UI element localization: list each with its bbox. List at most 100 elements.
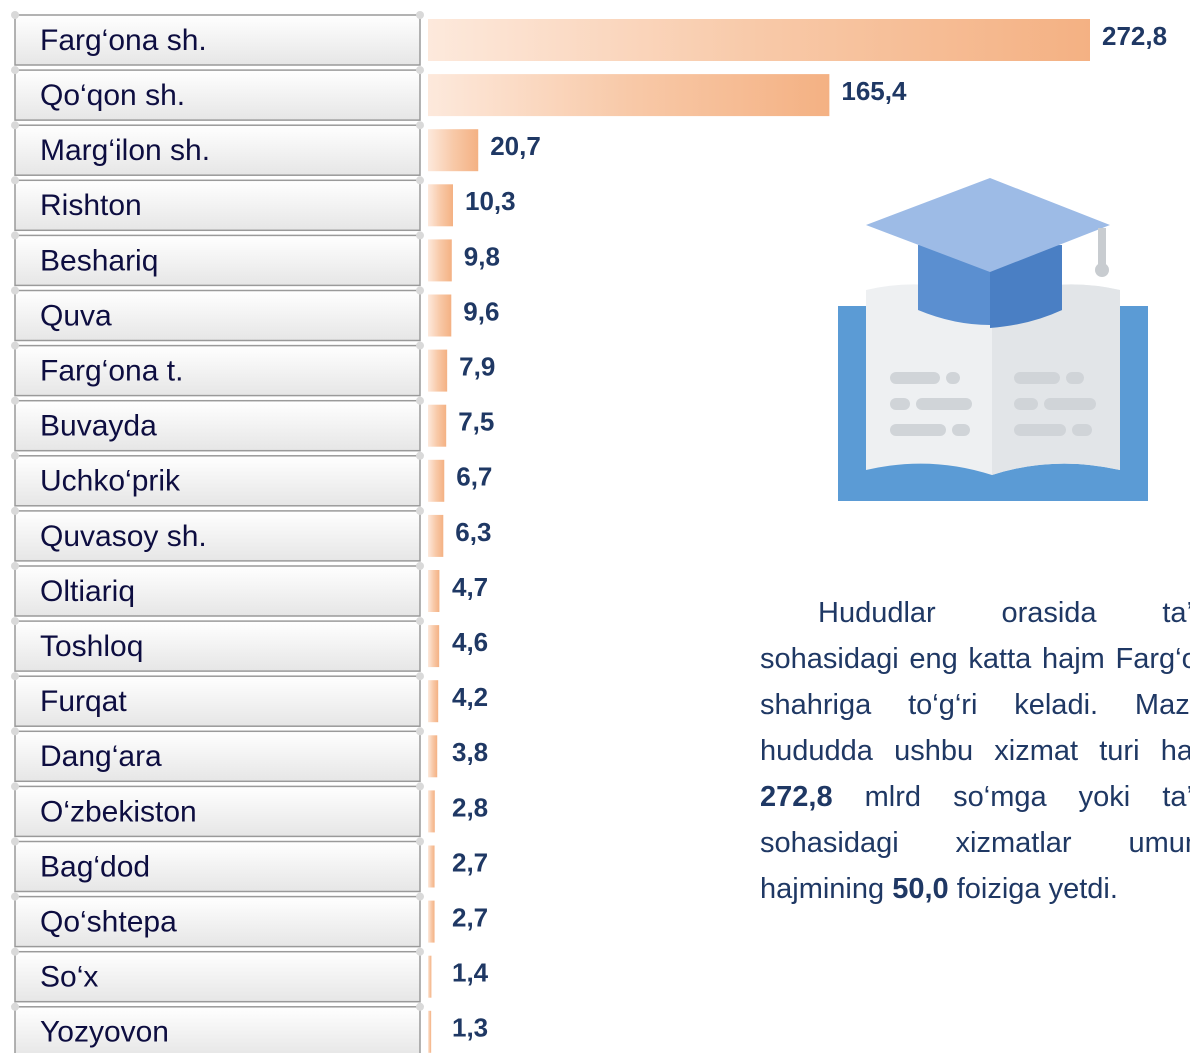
label-dot bbox=[416, 727, 424, 736]
label-dot bbox=[11, 562, 19, 570]
value-label: 2,8 bbox=[452, 792, 488, 822]
value-label: 20,7 bbox=[490, 131, 541, 161]
text: mlrd so‘mga yoki ta’lim sohasidagi xizma… bbox=[760, 781, 1190, 905]
label-dot bbox=[11, 231, 19, 240]
category-label: Yozyovon bbox=[40, 1016, 169, 1049]
label-dot bbox=[11, 506, 19, 515]
label-box bbox=[14, 344, 421, 397]
label-box bbox=[14, 399, 421, 452]
label-dot bbox=[416, 1002, 424, 1011]
category-label: Oltiariq bbox=[40, 575, 135, 608]
label-dot bbox=[416, 341, 424, 350]
value-label: 1,3 bbox=[452, 1013, 488, 1043]
label-box bbox=[14, 289, 421, 342]
value-label: 165,4 bbox=[841, 76, 907, 106]
label-dot bbox=[11, 11, 19, 19]
label-dot bbox=[416, 66, 424, 75]
category-label: Buvayda bbox=[40, 410, 157, 443]
label-box bbox=[14, 510, 421, 562]
label-dot bbox=[416, 562, 424, 570]
value-label: 10,3 bbox=[465, 186, 516, 216]
label-dot bbox=[416, 837, 424, 846]
value-label: 6,3 bbox=[455, 517, 491, 547]
value-label: 2,7 bbox=[452, 902, 488, 932]
category-label: So‘x bbox=[40, 961, 98, 994]
label-dot bbox=[416, 672, 424, 681]
bar bbox=[428, 184, 453, 227]
bar bbox=[428, 294, 452, 337]
bar bbox=[428, 74, 830, 117]
label-dot bbox=[416, 892, 424, 901]
label-box bbox=[14, 124, 421, 176]
value-label: 3,8 bbox=[452, 737, 488, 767]
bar bbox=[428, 735, 438, 778]
value-label: 6,7 bbox=[456, 462, 492, 492]
bar bbox=[428, 680, 439, 723]
value-label: 2,7 bbox=[452, 847, 488, 877]
label-box bbox=[14, 565, 421, 617]
category-label: Quvasoy sh. bbox=[40, 520, 207, 553]
text: Hududlar orasida ta’lim sohasidagi eng k… bbox=[760, 597, 1190, 767]
category-label: Furqat bbox=[40, 685, 127, 718]
label-box bbox=[14, 69, 421, 121]
category-label: Farg‘ona sh. bbox=[40, 24, 207, 57]
label-dot bbox=[416, 121, 424, 130]
bar bbox=[428, 19, 1090, 61]
value-label: 7,5 bbox=[458, 407, 494, 437]
paragraph: Hududlar orasida ta’lim sohasidagi eng k… bbox=[760, 590, 1190, 912]
label-dot bbox=[416, 617, 424, 626]
category-label: Toshloq bbox=[40, 630, 143, 663]
label-dot bbox=[11, 451, 19, 460]
label-dot bbox=[11, 782, 19, 791]
label-box bbox=[14, 895, 421, 948]
category-label: Bag‘dod bbox=[40, 850, 150, 883]
label-dot bbox=[11, 672, 19, 681]
label-box bbox=[14, 455, 421, 507]
label-box bbox=[14, 950, 421, 1003]
bar bbox=[428, 1010, 432, 1053]
label-dot bbox=[11, 947, 19, 956]
category-label: Quva bbox=[40, 299, 112, 332]
bar bbox=[428, 900, 435, 943]
bar bbox=[428, 129, 479, 172]
category-label: Dang‘ara bbox=[40, 740, 162, 773]
label-box bbox=[14, 675, 421, 727]
bar bbox=[428, 239, 452, 282]
text-bold: 50,0 bbox=[892, 873, 949, 905]
label-box bbox=[14, 840, 421, 893]
bar bbox=[428, 955, 432, 998]
value-label: 7,9 bbox=[459, 351, 495, 381]
label-dot bbox=[416, 231, 424, 240]
value-label: 272,8 bbox=[1102, 21, 1167, 51]
text-bold: 272,8 bbox=[760, 781, 833, 813]
education-icon bbox=[838, 178, 1148, 501]
category-label: Farg‘ona t. bbox=[40, 355, 183, 388]
bar bbox=[428, 514, 444, 557]
label-dot bbox=[11, 1002, 19, 1011]
label-dot bbox=[11, 121, 19, 130]
label-dot bbox=[11, 892, 19, 901]
category-label: Marg‘ilon sh. bbox=[40, 134, 210, 167]
label-dot bbox=[11, 66, 19, 75]
label-dot bbox=[11, 837, 19, 846]
label-box bbox=[14, 234, 421, 287]
label-dot bbox=[416, 396, 424, 405]
label-box bbox=[14, 1006, 421, 1053]
value-label: 4,2 bbox=[452, 682, 488, 712]
category-label: Qo‘qon sh. bbox=[40, 79, 185, 112]
bar bbox=[428, 845, 435, 888]
label-dot bbox=[416, 506, 424, 515]
label-box bbox=[14, 620, 421, 672]
bar bbox=[428, 459, 445, 502]
label-dot bbox=[11, 286, 19, 295]
label-dot bbox=[11, 341, 19, 350]
value-label: 9,8 bbox=[464, 241, 500, 271]
label-box bbox=[14, 179, 421, 232]
label-dot bbox=[11, 617, 19, 626]
label-dot bbox=[416, 176, 424, 185]
label-box bbox=[14, 785, 421, 838]
text: foiziga yetdi. bbox=[948, 873, 1118, 905]
label-dot bbox=[11, 176, 19, 185]
